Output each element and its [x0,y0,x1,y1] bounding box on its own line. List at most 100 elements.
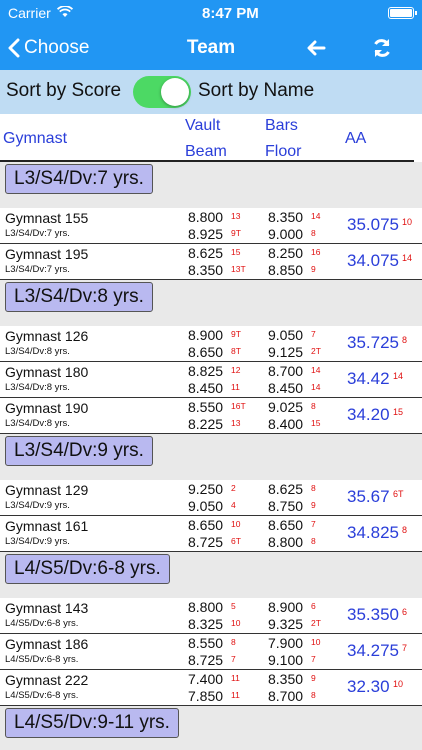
refresh-button[interactable] [372,26,392,70]
bars-rank: 16 [311,247,321,257]
beam-score: 8.350 [188,262,224,278]
floor-score: 8.450 [268,380,304,396]
gymnast-row[interactable]: Gymnast 222 L4/S5/Dv:6-8 yrs. 7.400 11 7.850… [0,670,422,706]
group-header: L3/S4/Dv:8 yrs. [0,280,422,326]
back-button[interactable]: Choose [8,26,90,70]
beam-rank: 10 [231,618,241,628]
sort-toggle[interactable] [133,76,191,108]
bars-rank: 7 [311,519,316,529]
group-label[interactable]: L4/S5/Dv:6-8 yrs. [5,554,170,584]
aa-score: 35.350 [347,605,399,624]
status-left: Carrier [8,5,73,21]
col-vault[interactable]: Vault [185,117,221,134]
gymnast-row[interactable]: Gymnast 180 L3/S4/Dv:8 yrs. 8.825 12 8.450 11… [0,362,422,398]
sort-by-name-label: Sort by Name [198,80,315,101]
gymnast-row[interactable]: Gymnast 195 L3/S4/Dv:7 yrs. 8.625 15 8.350 13… [0,244,422,280]
vault-rank: 12 [231,365,241,375]
beam-rank: 7 [231,654,236,664]
gymnast-division: L3/S4/Dv:9 yrs. [5,536,70,547]
gymnast-row[interactable]: Gymnast 126 L3/S4/Dv:8 yrs. 8.900 9T 8.650 8T… [0,326,422,362]
gymnast-division: L3/S4/Dv:8 yrs. [5,418,70,429]
aa-rank: 10 [393,679,404,689]
aa-rank: 10 [402,217,413,227]
gymnast-row[interactable]: Gymnast 155 L3/S4/Dv:7 yrs. 8.800 13 8.925 9T… [0,208,422,244]
bars-score: 8.350 [268,209,304,225]
aa-rank: 15 [393,407,404,417]
aa-score: 32.30 [347,677,390,696]
gymnast-row[interactable]: Gymnast 161 L3/S4/Dv:9 yrs. 8.650 10 8.725 6T… [0,516,422,552]
chevron-left-icon [8,38,20,58]
col-beam[interactable]: Beam [185,143,227,160]
bars-rank: 7 [311,329,316,339]
vault-score: 9.250 [188,481,224,497]
gymnast-division: L3/S4/Dv:8 yrs. [5,346,70,357]
gymnast-name: Gymnast 190 [5,400,89,416]
aa-rank: 14 [393,371,404,381]
group-label[interactable]: L3/S4/Dv:7 yrs. [5,164,153,194]
col-floor[interactable]: Floor [265,143,302,160]
gymnast-row[interactable]: Gymnast 190 L3/S4/Dv:8 yrs. 8.550 16T 8.225 1… [0,398,422,434]
aa-rank: 6T [393,489,404,499]
gymnast-name: Gymnast 195 [5,246,89,262]
gymnast-row[interactable]: Gymnast 129 L3/S4/Dv:9 yrs. 9.250 2 9.050 4 8.… [0,480,422,516]
floor-rank: 8 [311,228,316,238]
nav-bar: Choose Team [0,26,422,70]
vault-score: 8.825 [188,363,224,379]
vault-rank: 5 [231,601,236,611]
vault-score: 8.800 [188,599,224,615]
group-header: L4/S5/Dv:9-11 yrs. [0,706,422,750]
battery-icon [387,7,417,19]
group-label[interactable]: L4/S5/Dv:9-11 yrs. [5,708,179,738]
floor-score: 8.800 [268,534,304,550]
gymnast-name: Gymnast 155 [5,210,89,226]
bars-score: 9.025 [268,399,304,415]
gymnast-division: L3/S4/Dv:8 yrs. [5,382,70,393]
status-time: 8:47 PM [202,4,259,22]
bars-rank: 8 [311,401,316,411]
team-score-list[interactable]: L3/S4/Dv:7 yrs. Gymnast 155 L3/S4/Dv:7 yrs… [0,162,422,750]
group-label[interactable]: L3/S4/Dv:8 yrs. [5,282,153,312]
vault-rank: 9T [231,329,241,339]
beam-score: 8.450 [188,380,224,396]
gymnast-name: Gymnast 180 [5,364,89,380]
gymnast-division: L4/S5/Dv:6-8 yrs. [5,690,79,701]
status-bar: Carrier 8:47 PM [0,0,422,26]
beam-score: 8.650 [188,344,224,360]
group-header: L3/S4/Dv:9 yrs. [0,434,422,480]
floor-score: 9.325 [268,616,304,632]
group-label[interactable]: L3/S4/Dv:9 yrs. [5,436,153,466]
gymnast-row[interactable]: Gymnast 143 L4/S5/Dv:6-8 yrs. 8.800 5 8.325 1… [0,598,422,634]
floor-rank: 15 [311,418,321,428]
bars-rank: 8 [311,483,316,493]
floor-score: 9.000 [268,226,304,242]
arrow-left-button[interactable] [306,26,326,70]
floor-rank: 2T [311,346,321,356]
beam-score: 8.325 [188,616,224,632]
beam-rank: 11 [231,690,240,700]
aa-score: 35.075 [347,215,399,234]
beam-score: 8.725 [188,534,224,550]
beam-rank: 6T [231,536,241,546]
col-gymnast[interactable]: Gymnast [3,130,68,147]
aa-rank: 14 [402,253,413,263]
floor-score: 8.850 [268,262,304,278]
floor-rank: 9 [311,264,316,274]
floor-rank: 9 [311,500,316,510]
gymnast-name: Gymnast 143 [5,600,89,616]
aa-score: 34.275 [347,641,399,660]
floor-rank: 14 [311,382,321,392]
col-bars[interactable]: Bars [265,117,298,134]
floor-score: 9.125 [268,344,304,360]
col-aa[interactable]: AA [345,130,367,147]
beam-rank: 11 [231,382,240,392]
bars-rank: 9 [311,673,316,683]
beam-rank: 9T [231,228,241,238]
beam-rank: 8T [231,346,241,356]
vault-score: 8.650 [188,517,224,533]
bars-score: 8.250 [268,245,304,261]
group-header: L3/S4/Dv:7 yrs. [0,162,422,208]
gymnast-row[interactable]: Gymnast 186 L4/S5/Dv:6-8 yrs. 8.550 8 8.725 7… [0,634,422,670]
bars-score: 8.350 [268,671,304,687]
floor-score: 8.750 [268,498,304,514]
gymnast-division: L4/S5/Dv:6-8 yrs. [5,618,79,629]
